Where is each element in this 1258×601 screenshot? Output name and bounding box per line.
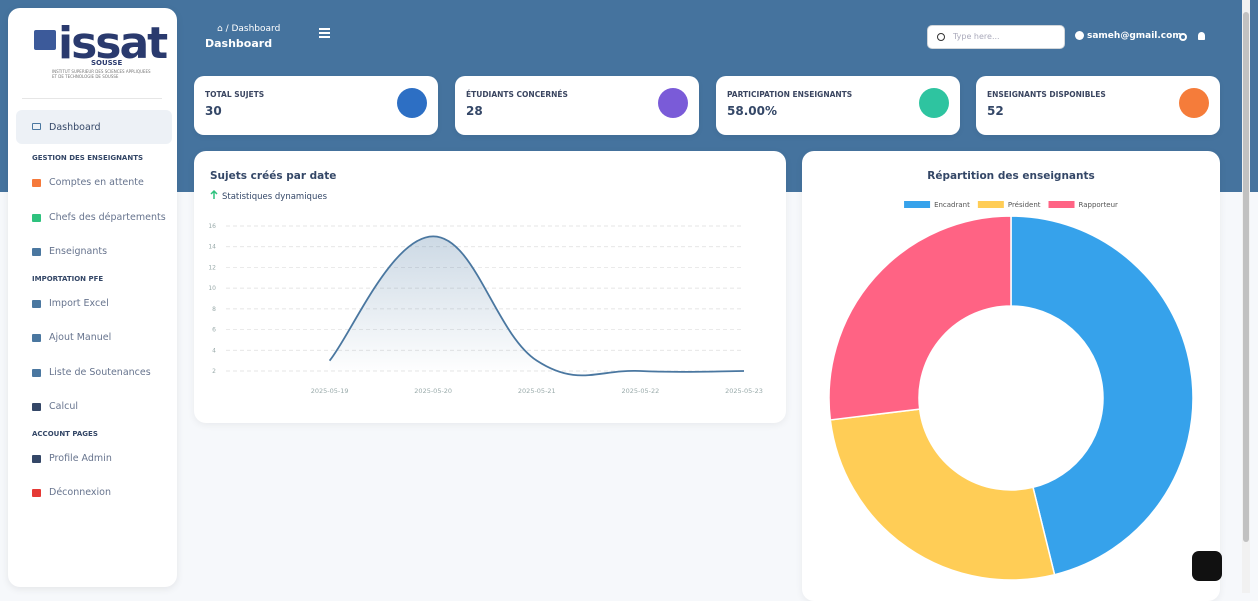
nav-item[interactable]: Import Excel [49,297,109,309]
pie-chart: Répartition des enseignants Encadrant Prés… [828,170,1194,581]
line-chart-panel: Sujets créés par date Statistiques dynami… [194,151,786,423]
stat-value: 28 [466,104,483,118]
stat-label: PARTICIPATION ENSEIGNANTS [727,90,853,99]
stat-value: 58.00% [727,104,777,118]
stat-icon [1179,88,1209,118]
legend-swatch [977,201,1004,208]
stat-label: TOTAL SUJETS [205,90,265,99]
divider [22,98,162,99]
stat-card: ENSEIGNANTS DISPONIBLES 52 [976,76,1220,135]
sidebar: issat SOUSSE INSTITUT SUPERIEUR DES SCIE… [8,8,177,587]
nav-item[interactable]: Comptes en attente [49,177,144,188]
y-tick-label: 4 [212,347,216,354]
y-tick-label: 10 [208,285,216,292]
pie-slice [828,215,1012,421]
nav-icon [32,123,41,130]
y-tick-label: 14 [208,244,216,251]
chart-title: Sujets créés par date [210,170,336,182]
nav-section-title: GESTION DES ENSEIGNANTS [32,154,144,162]
stat-card: TOTAL SUJETS 30 [194,76,438,135]
logo-city: SOUSSE [91,59,123,67]
nav-active[interactable] [16,110,172,144]
nav-item[interactable]: Liste de Soutenances [49,366,151,378]
legend-swatch [904,201,931,208]
trend-arrow [210,189,218,199]
user-icon [1075,31,1084,40]
nav-icon [32,248,41,256]
pie-slice [829,408,1056,581]
y-tick-label: 12 [208,264,216,271]
y-tick-label: 2 [212,368,216,375]
y-tick-label: 6 [212,327,216,334]
legend-label: Président [1008,201,1041,209]
nav-icon [32,368,41,377]
breadcrumb-text: Dashboard [231,24,281,34]
nav-icon [32,299,41,308]
search-icon [937,33,945,41]
nav-section-title: IMPORTATION PFE [32,274,104,283]
scrollbar-thumb[interactable] [1243,12,1249,542]
floating-button[interactable] [1192,551,1222,581]
menu-toggle[interactable] [319,32,330,34]
nav-icon [32,489,41,497]
x-tick-label: 2025-05-23 [725,387,763,395]
stat-value: 30 [205,104,222,118]
stat-card: PARTICIPATION ENSEIGNANTS 58.00% [716,76,960,135]
nav-icon [32,403,41,411]
nav-item[interactable]: Profile Admin [49,452,112,464]
nav-item[interactable]: Déconnexion [49,487,112,498]
y-tick-label: 8 [212,306,216,313]
nav-item[interactable]: Enseignants [49,246,108,257]
line-series [328,235,745,377]
x-tick-label: 2025-05-19 [311,387,349,395]
nav-icon [32,334,41,342]
nav-icon [32,179,41,187]
legend-swatch [1048,201,1075,208]
nav-icon [32,454,41,463]
settings-icon[interactable] [1179,33,1187,41]
line-area [329,236,744,376]
legend-label: Rapporteur [1079,201,1119,209]
stat-icon [397,88,427,118]
y-tick-label: 16 [208,223,216,230]
nav-section-title: ACCOUNT PAGES [32,429,98,438]
nav-item[interactable]: Dashboard [49,122,101,133]
search-placeholder: Type here... [953,32,1000,41]
breadcrumb[interactable]: ⌂ / Dashboard [217,24,281,34]
nav-item[interactable]: Chefs des départements [49,211,166,223]
logo-mark [34,30,56,50]
notification-icon[interactable] [1198,32,1205,40]
stat-value: 52 [987,104,1004,118]
chart-title: Répartition des enseignants [927,170,1095,182]
nav-item[interactable]: Calcul [49,401,78,412]
nav-icon [32,213,41,222]
page-title: Dashboard [205,37,273,50]
x-tick-label: 2025-05-21 [518,387,556,395]
chart-subtitle: Statistiques dynamiques [222,192,328,202]
stat-card: ÉTUDIANTS CONCERNÉS 28 [455,76,699,135]
stat-icon [919,88,949,118]
nav-item[interactable]: Ajout Manuel [49,332,112,343]
stat-label: ENSEIGNANTS DISPONIBLES [987,90,1106,99]
logo-name: issat [58,18,168,69]
x-tick-label: 2025-05-22 [622,387,660,395]
pie-slice [1010,215,1194,576]
line-chart: Sujets créés par date Statistiques dynami… [208,170,763,395]
stat-icon [658,88,688,118]
logo-caption: INSTITUT SUPERIEUR DES SCIENCES APPLIQUE… [52,69,151,79]
stat-label: ÉTUDIANTS CONCERNÉS [466,90,568,99]
search-box[interactable]: Type here... [927,25,1065,49]
x-tick-label: 2025-05-20 [414,387,452,395]
legend-label: Encadrant [934,201,970,209]
pie-chart-panel: Répartition des enseignants Encadrant Prés… [802,151,1220,601]
user-email[interactable]: sameh@gmail.com [1087,31,1182,41]
